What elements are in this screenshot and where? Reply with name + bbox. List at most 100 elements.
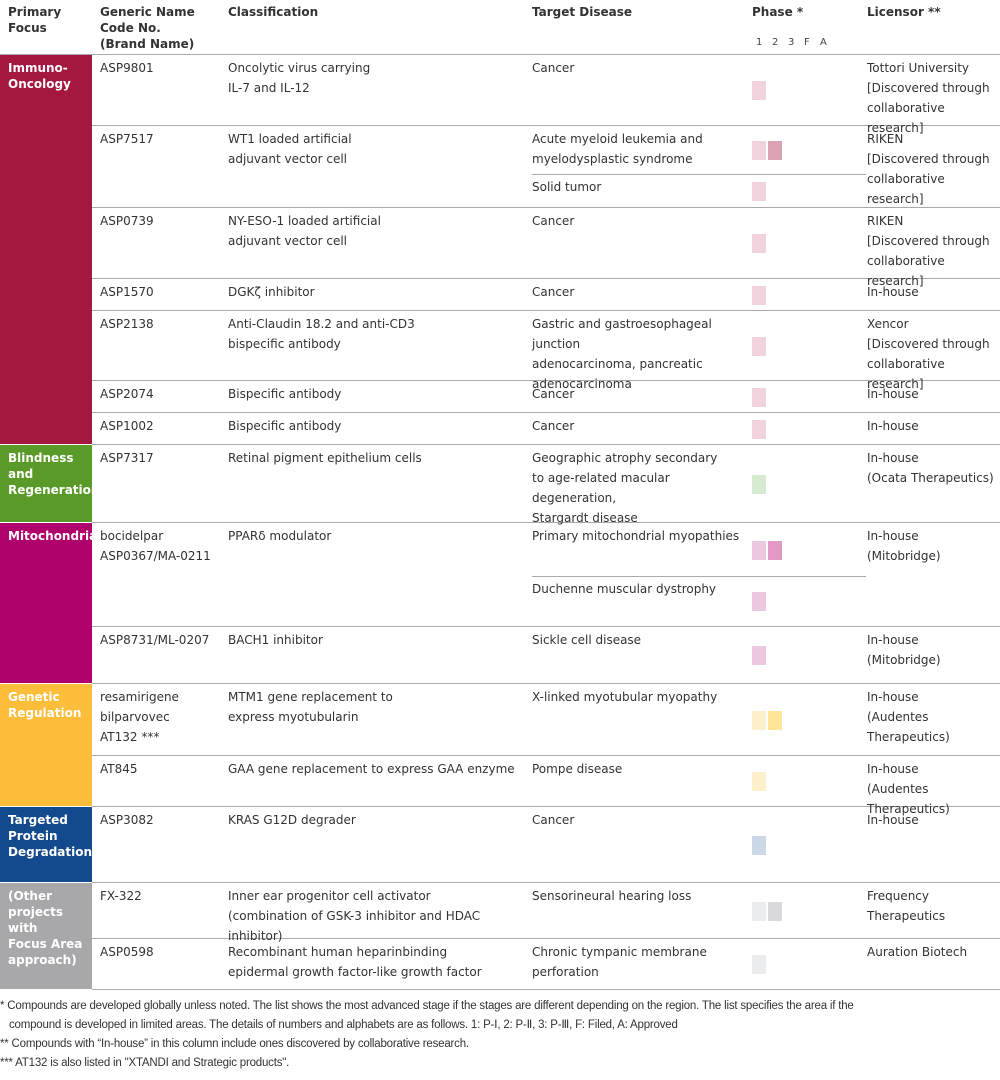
target-disease: Pompe disease bbox=[532, 762, 623, 776]
code-name: ASP3082 bbox=[100, 813, 154, 827]
phase-bar-segment bbox=[768, 901, 782, 921]
target-disease: Cancer bbox=[532, 61, 575, 75]
row-divider bbox=[92, 989, 1000, 990]
code-name: ASP2138 bbox=[100, 317, 154, 331]
licensor: In-house (Mitobridge) bbox=[867, 529, 941, 563]
phase-bar-segment bbox=[752, 540, 766, 560]
row-divider bbox=[92, 380, 1000, 381]
row-divider bbox=[92, 626, 1000, 627]
phase-label: 1 bbox=[756, 37, 763, 48]
phase-bar-segment bbox=[752, 336, 766, 356]
focus-area-cell: Genetic Regulation bbox=[0, 684, 92, 806]
classification: Retinal pigment epithelium cells bbox=[228, 451, 422, 465]
classification: Oncolytic virus carrying IL-7 and IL-12 bbox=[228, 61, 371, 95]
phase-bar-segment bbox=[752, 646, 766, 665]
code-name: ASP9801 bbox=[100, 61, 154, 75]
row-divider bbox=[92, 755, 1000, 756]
target-disease: Primary mitochondrial myopathies bbox=[532, 529, 740, 543]
licensor: In-house (Audentes Therapeutics) bbox=[867, 762, 950, 816]
target-disease: Cancer bbox=[532, 214, 575, 228]
phase-label: 2 bbox=[772, 37, 779, 48]
phase-bar-segment bbox=[752, 419, 766, 439]
row-divider bbox=[92, 310, 1000, 311]
licensor: In-house (Ocata Therapeutics) bbox=[867, 451, 994, 485]
footnote-phase: * Compounds are developed globally unles… bbox=[0, 1000, 854, 1031]
licensor: RIKEN [Discovered through collaborative … bbox=[867, 214, 990, 288]
code-name: FX-322 bbox=[100, 889, 142, 903]
classification: MTM1 gene replacement to express myotubu… bbox=[228, 690, 393, 724]
code-name: ASP7317 bbox=[100, 451, 154, 465]
classification: BACH1 inhibitor bbox=[228, 633, 323, 647]
focus-area-cell: Immuno- Oncology bbox=[0, 55, 92, 444]
row-divider bbox=[92, 938, 1000, 939]
classification: NY-ESO-1 loaded artificial adjuvant vect… bbox=[228, 214, 381, 248]
row-divider bbox=[92, 683, 1000, 684]
phase-bar-segment bbox=[752, 772, 766, 791]
phase-bar-segment bbox=[768, 710, 782, 730]
header-licensor: Licensor ** bbox=[867, 5, 941, 19]
footnotes: * Compounds are developed globally unles… bbox=[0, 997, 1000, 1073]
code-name: ASP0739 bbox=[100, 214, 154, 228]
sub-row-divider bbox=[532, 576, 866, 577]
classification: Bispecific antibody bbox=[228, 387, 342, 401]
phase-bar-segment bbox=[752, 234, 766, 253]
footnote-licensor: ** Compounds with “In-house” in this col… bbox=[0, 1038, 469, 1050]
code-name: ASP1002 bbox=[100, 419, 154, 433]
code-name: resamirigene bilparvovec AT132 *** bbox=[100, 690, 179, 744]
licensor: RIKEN [Discovered through collaborative … bbox=[867, 132, 990, 206]
header-divider bbox=[0, 54, 1000, 55]
classification: Anti-Claudin 18.2 and anti-CD3 bispecifi… bbox=[228, 317, 415, 351]
phase-label: F bbox=[804, 37, 810, 48]
target-disease: Cancer bbox=[532, 419, 575, 433]
code-name: ASP7517 bbox=[100, 132, 154, 146]
code-name: ASP0598 bbox=[100, 945, 154, 959]
row-divider bbox=[92, 522, 1000, 523]
phase-bar-segment bbox=[752, 181, 766, 201]
phase-bar-segment bbox=[752, 141, 766, 160]
phase-bar-segment bbox=[768, 540, 782, 560]
licensor: In-house bbox=[867, 387, 919, 401]
phase-label: 3 bbox=[788, 37, 795, 48]
phase-bar-segment bbox=[752, 710, 766, 730]
target-disease: Cancer bbox=[532, 813, 575, 827]
code-name: ASP2074 bbox=[100, 387, 154, 401]
footnote-at132: *** AT132 is also listed in "XTANDI and … bbox=[0, 1057, 290, 1069]
focus-area-cell: Targeted Protein Degradation bbox=[0, 807, 92, 882]
target-disease: Gastric and gastroesophageal junction ad… bbox=[532, 317, 712, 391]
licensor: In-house bbox=[867, 813, 919, 827]
sub-row-divider bbox=[532, 174, 866, 175]
phase-bar-segment bbox=[768, 141, 782, 160]
target-disease: X-linked myotubular myopathy bbox=[532, 690, 718, 704]
header-primary-focus: Primary Focus bbox=[8, 5, 62, 35]
target-disease: Cancer bbox=[532, 285, 575, 299]
code-name: ASP8731/ML-0207 bbox=[100, 633, 210, 647]
row-divider bbox=[92, 278, 1000, 279]
phase-bar-segment bbox=[752, 474, 766, 494]
classification: KRAS G12D degrader bbox=[228, 813, 356, 827]
row-divider bbox=[92, 806, 1000, 807]
header-generic-name: Generic Name Code No. (Brand Name) bbox=[100, 5, 195, 51]
target-disease: Sickle cell disease bbox=[532, 633, 642, 647]
classification: PPARδ modulator bbox=[228, 529, 332, 543]
phase-bar-segment bbox=[752, 835, 766, 855]
phase-bar-segment bbox=[752, 387, 766, 407]
phase-bar-segment bbox=[752, 955, 766, 974]
code-name: ASP1570 bbox=[100, 285, 154, 299]
phase-bar-segment bbox=[752, 592, 766, 611]
target-disease: Chronic tympanic membrane perforation bbox=[532, 945, 707, 979]
focus-area-cell: Blindness and Regeneration bbox=[0, 445, 99, 522]
row-divider bbox=[92, 125, 1000, 126]
target-disease: Solid tumor bbox=[532, 180, 602, 194]
target-disease: Cancer bbox=[532, 387, 575, 401]
target-disease: Duchenne muscular dystrophy bbox=[532, 582, 717, 596]
classification: Bispecific antibody bbox=[228, 419, 342, 433]
classification: GAA gene replacement to express GAA enzy… bbox=[228, 762, 515, 776]
classification: WT1 loaded artificial adjuvant vector ce… bbox=[228, 132, 352, 166]
header-phase: Phase * bbox=[752, 5, 804, 19]
focus-area-cell: (Other projects with Focus Area approach… bbox=[0, 883, 92, 989]
row-divider bbox=[92, 412, 1000, 413]
licensor: Xencor [Discovered through collaborative… bbox=[867, 317, 990, 391]
code-name: AT845 bbox=[100, 762, 138, 776]
classification: DGKζ inhibitor bbox=[228, 285, 315, 299]
